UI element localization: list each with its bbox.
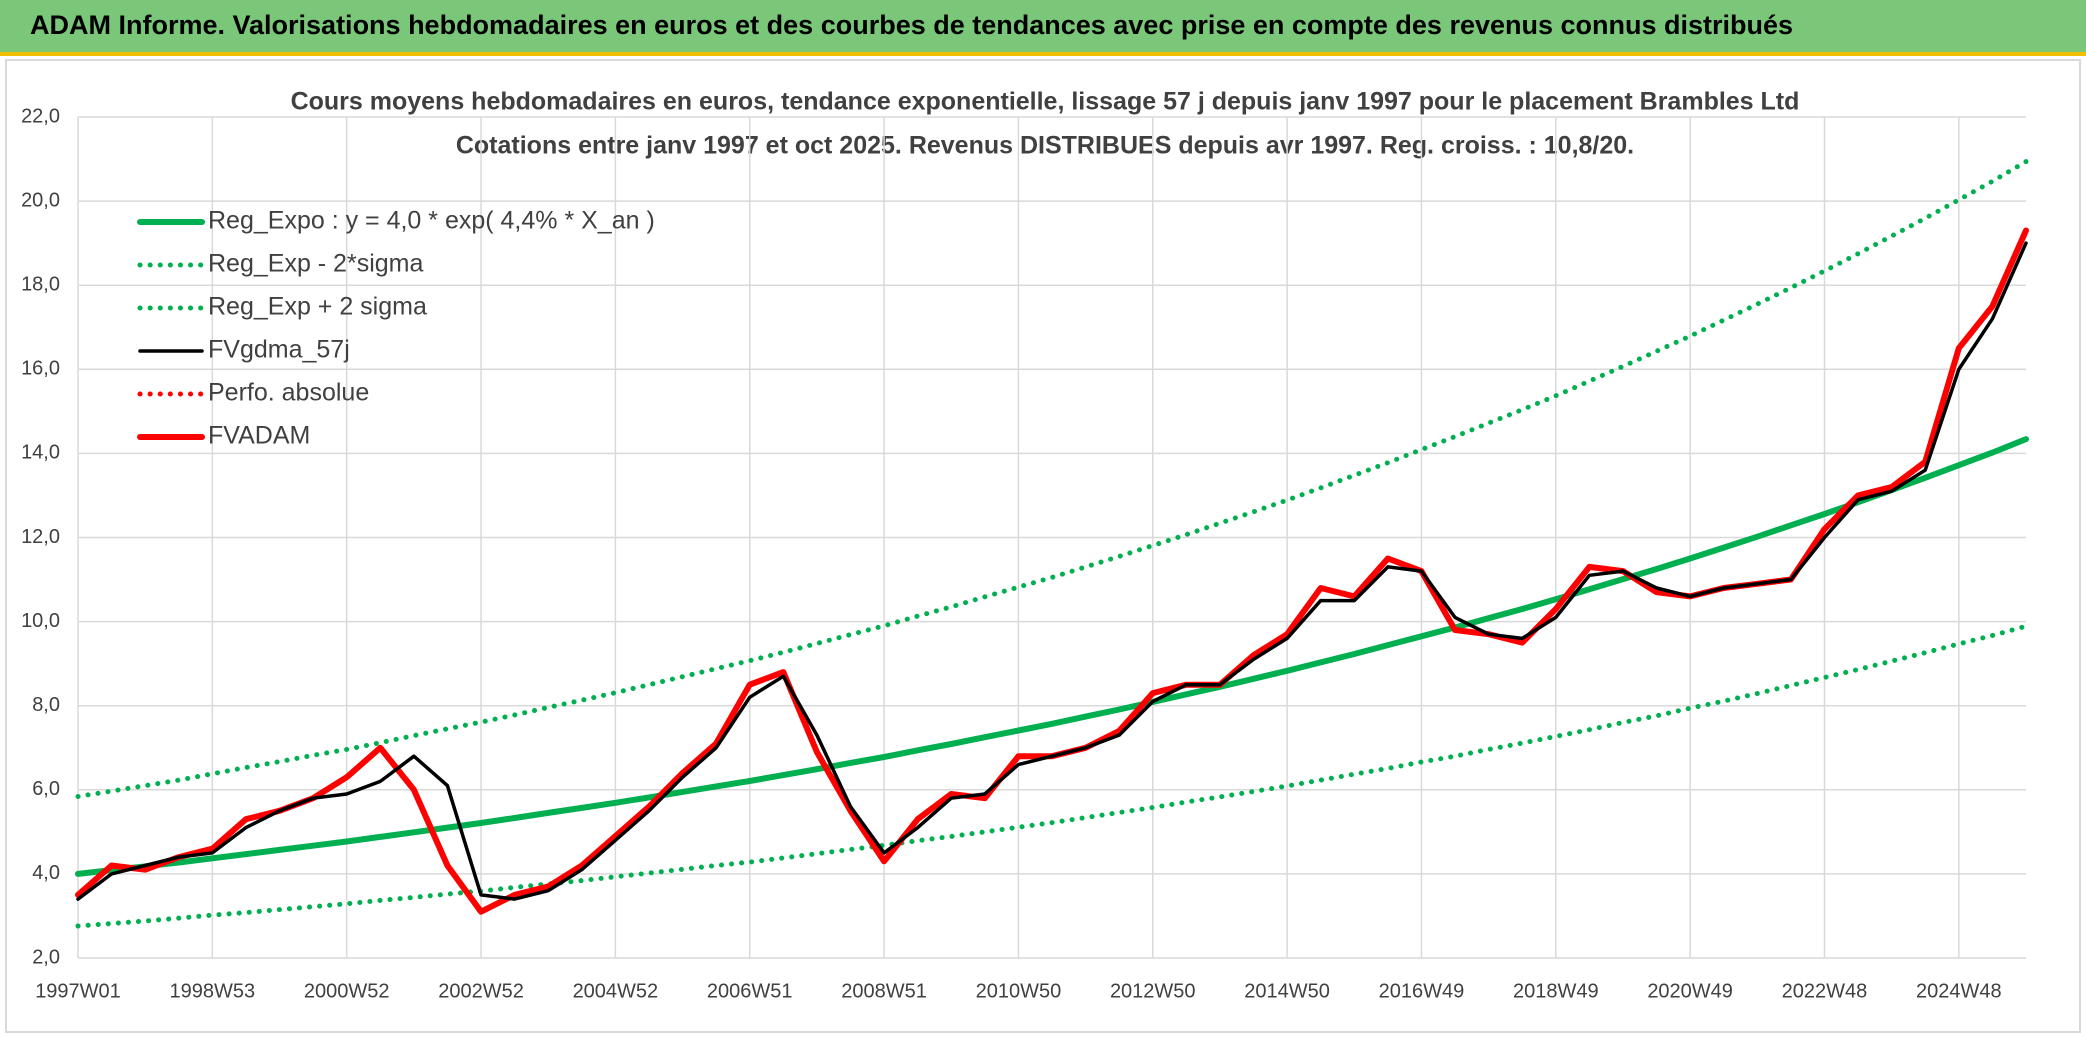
x-tick-label: 1997W01 (35, 980, 121, 1002)
x-tick-label: 2010W50 (976, 980, 1062, 1002)
x-tick-label: 2018W49 (1513, 980, 1599, 1002)
x-tick-label: 2022W48 (1782, 980, 1868, 1002)
y-tick-label: 22,0 (21, 105, 60, 127)
chart-subtitle: Cotations entre janv 1997 et oct 2025. R… (456, 132, 1634, 160)
x-tick-label: 2012W50 (1110, 980, 1196, 1002)
legend-label: Reg_Expo : y = 4,0 * exp( 4,4% * X_an ) (208, 207, 655, 235)
chart-title: Cours moyens hebdomadaires en euros, ten… (291, 88, 1800, 116)
series-line (75, 436, 2029, 877)
header: ADAM Informe. Valorisations hebdomadaire… (0, 0, 2086, 56)
y-tick-label: 16,0 (21, 358, 60, 380)
legend-label: FVgdma_57j (208, 336, 350, 364)
x-tick-label: 2006W51 (707, 980, 793, 1002)
y-tick-label: 14,0 (21, 442, 60, 464)
series-line (75, 623, 2029, 929)
legend-label: Reg_Exp - 2*sigma (208, 250, 423, 278)
legend-label: FVADAM (208, 422, 310, 450)
x-tick-label: 2024W48 (1916, 980, 2002, 1002)
y-tick-label: 8,0 (32, 694, 60, 716)
x-tick-label: 1998W53 (170, 980, 256, 1002)
x-tick-label: 2014W50 (1244, 980, 1330, 1002)
x-tick-label: 2020W49 (1647, 980, 1733, 1002)
x-tick-label: 2000W52 (304, 980, 390, 1002)
series-line (75, 159, 2029, 799)
x-tick-label: 2002W52 (438, 980, 524, 1002)
y-tick-label: 4,0 (32, 862, 60, 884)
x-tick-label: 2004W52 (573, 980, 659, 1002)
y-tick-label: 2,0 (32, 946, 60, 968)
legend-label: Perfo. absolue (208, 379, 369, 407)
y-tick-label: 12,0 (21, 526, 60, 548)
legend-label: Reg_Exp + 2 sigma (208, 293, 427, 321)
x-tick-label: 2016W49 (1379, 980, 1465, 1002)
y-tick-label: 6,0 (32, 778, 60, 800)
y-tick-label: 10,0 (21, 610, 60, 632)
y-tick-label: 18,0 (21, 273, 60, 295)
series-line (76, 241, 2028, 901)
y-tick-label: 20,0 (21, 189, 60, 211)
x-tick-label: 2008W51 (841, 980, 927, 1002)
chart: Cours moyens hebdomadaires en euros, ten… (5, 59, 2081, 1033)
header-title: ADAM Informe. Valorisations hebdomadaire… (30, 10, 1794, 40)
